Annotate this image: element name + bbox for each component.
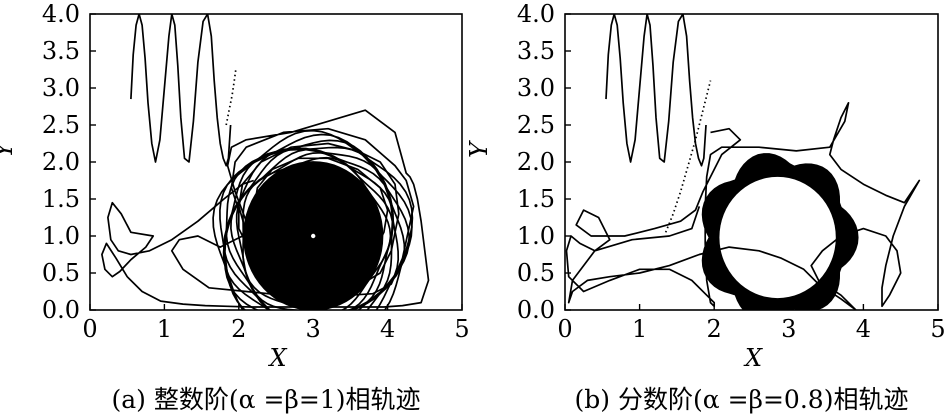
chart-panel-b: 0 1 2 3 4 5 0.0 0.5 1.0 1.5 2.0 2.5 3.0 3.5 4.0 X Y (b) 分… <box>465 0 946 414</box>
y-tick-label: 0.5 <box>517 259 555 287</box>
y-tick-label: 0.0 <box>42 296 80 324</box>
y-tick-label: 4.0 <box>517 0 555 28</box>
series-line-initial-oscillation <box>605 14 707 167</box>
y-tick-label: 2.0 <box>517 148 555 176</box>
limit-cycle-hole <box>719 176 836 299</box>
y-axis-label: Y <box>0 140 18 158</box>
y-tick-label: 4.0 <box>42 0 80 28</box>
x-tick-label: 3 <box>306 315 321 343</box>
x-tick-label: 3 <box>781 315 796 343</box>
y-tick-label: 3.0 <box>42 74 80 102</box>
plot-area <box>565 14 921 310</box>
y-tick-label: 2.0 <box>42 148 80 176</box>
series-line-transient-loops <box>101 109 430 308</box>
y-tick-label: 3.5 <box>42 37 80 65</box>
panel-caption: (a) 整数阶(α =β=1)相轨迹 <box>112 385 421 414</box>
spiral-loop <box>223 139 410 310</box>
x-tick-label: 2 <box>231 315 246 343</box>
y-tick-label: 1.0 <box>517 222 555 250</box>
series-line-dotted-path <box>225 69 237 126</box>
y-tick-label: 1.0 <box>42 222 80 250</box>
x-tick-label: 1 <box>632 315 647 343</box>
x-tick-label: 0 <box>557 315 572 343</box>
x-tick-label: 4 <box>380 315 395 343</box>
x-tick-label: 2 <box>707 315 722 343</box>
y-tick-label: 0.5 <box>42 259 80 287</box>
chart-panel-a: 0 1 2 3 4 5 0.0 0.5 1.0 1.5 2.0 2.5 3.0 3.5 4.0 X Y (a) 整… <box>0 0 470 414</box>
y-tick-label: 1.5 <box>42 185 80 213</box>
y-tick-label: 2.5 <box>42 111 80 139</box>
series-line-transient-loops <box>565 101 921 310</box>
y-tick-label: 1.5 <box>517 185 555 213</box>
series-line-initial-oscillation <box>130 14 232 167</box>
spiral-loop <box>223 147 400 310</box>
plot-area <box>101 14 430 310</box>
x-axis-label: X <box>267 344 287 372</box>
y-tick-label: 0.0 <box>517 296 555 324</box>
equilibrium-point <box>311 233 316 239</box>
y-tick-label: 3.0 <box>517 74 555 102</box>
x-tick-label: 5 <box>454 315 469 343</box>
x-tick-label: 5 <box>930 315 945 343</box>
y-axis-label: Y <box>465 140 493 158</box>
spiral-loop <box>212 129 414 310</box>
x-tick-label: 1 <box>157 315 172 343</box>
x-tick-label: 4 <box>856 315 871 343</box>
panel-caption: (b) 分数阶(α =β=0.8)相轨迹 <box>575 385 909 414</box>
y-tick-label: 3.5 <box>517 37 555 65</box>
y-tick-label: 2.5 <box>517 111 555 139</box>
x-tick-label: 0 <box>82 315 97 343</box>
x-axis-label: X <box>743 344 763 372</box>
